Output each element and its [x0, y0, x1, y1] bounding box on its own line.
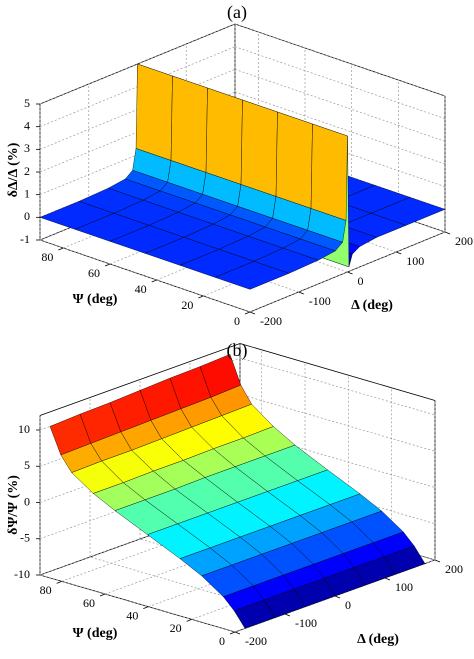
- z-tick-label: -10: [14, 567, 30, 581]
- y-tick-label: 80: [40, 583, 52, 597]
- tick-mark: [151, 279, 157, 283]
- tick-mark: [198, 295, 204, 299]
- z-tick-label: 3: [24, 141, 30, 155]
- grid-line: [39, 574, 236, 633]
- grid-line: [234, 23, 446, 97]
- surface-patch: [233, 599, 276, 629]
- z-tick-label: 0: [24, 209, 30, 223]
- z-tick-label: 5: [24, 458, 30, 472]
- grid-line: [239, 393, 436, 452]
- y-tick-label: 40: [135, 282, 147, 296]
- x-tick-label: -200: [260, 314, 282, 328]
- z-tick-label: -1: [20, 232, 30, 246]
- surface-patch: [275, 111, 313, 209]
- axis-edge: [39, 343, 241, 416]
- tick-mark: [143, 606, 149, 610]
- x-axis-label: Δ (deg): [351, 298, 393, 313]
- z-tick-label: 4: [24, 118, 30, 132]
- surface-patch: [240, 99, 278, 197]
- grid-line: [234, 91, 446, 165]
- chart-title: (b): [227, 340, 248, 361]
- x-tick-label: 200: [455, 234, 473, 248]
- tick-mark: [384, 577, 391, 581]
- tick-mark: [298, 291, 304, 295]
- grid-line: [234, 46, 446, 119]
- x-axis-label: Δ (deg): [357, 632, 399, 647]
- tick-mark: [347, 271, 353, 275]
- z-tick-label: 5: [24, 96, 30, 110]
- x-tick-label: 200: [445, 562, 463, 576]
- tick-mark: [244, 311, 251, 315]
- x-tick-label: 0: [345, 598, 351, 612]
- tick-mark: [229, 631, 236, 635]
- tick-mark: [186, 618, 192, 622]
- y-axis-label: Ψ (deg): [73, 626, 118, 641]
- surface-plot: -1 0 1 2 3 4 5 0 20 40 60 80 -200 -100 0 100 200 (a) δΔ/Δ …: [6, 2, 473, 328]
- surface-patch: [205, 87, 243, 185]
- surface-patch: [170, 75, 208, 173]
- grid-line: [239, 357, 436, 416]
- axis-edge: [239, 343, 436, 401]
- tick-mark: [334, 595, 341, 599]
- tick-mark: [396, 251, 402, 255]
- tick-mark: [58, 247, 64, 251]
- tick-mark: [234, 631, 241, 635]
- y-axis-label: Ψ (deg): [73, 292, 118, 307]
- y-tick-label: 80: [41, 250, 53, 264]
- z-tick-label: 2: [24, 164, 30, 178]
- tick-mark: [104, 263, 111, 267]
- y-tick-label: 20: [181, 298, 193, 312]
- y-tick-label: 20: [170, 621, 182, 635]
- surface-patch: [135, 63, 173, 161]
- y-tick-label: 0: [219, 634, 225, 648]
- x-tick-label: 100: [395, 580, 413, 594]
- z-axis-label: δΔ/Δ (%): [6, 142, 21, 197]
- y-tick-label: 60: [88, 266, 100, 280]
- x-tick-label: -100: [295, 616, 317, 630]
- tick-mark: [56, 580, 62, 584]
- tick-mark: [284, 613, 291, 617]
- chart-title: (a): [227, 2, 247, 23]
- x-tick-label: 100: [406, 254, 424, 268]
- y-tick-label: 0: [234, 314, 240, 328]
- z-tick-label: 0: [24, 494, 30, 508]
- y-tick-label: 40: [126, 608, 138, 622]
- x-tick-label: 0: [358, 274, 364, 288]
- z-tick-label: 1: [24, 186, 30, 200]
- grid-line: [234, 69, 446, 142]
- surface-patch: [214, 261, 290, 290]
- tick-mark: [434, 559, 441, 563]
- y-tick-label: 60: [83, 596, 95, 610]
- tick-mark: [444, 231, 451, 235]
- tick-mark: [99, 593, 106, 597]
- surface-plot: -10-50510020406080-200-1000100200(b)δΨ/Ψ…: [6, 340, 463, 648]
- grid-line: [39, 239, 251, 313]
- z-axis-label: δΨ/Ψ (%): [6, 475, 21, 535]
- x-tick-label: -200: [245, 634, 267, 648]
- x-tick-label: -100: [309, 294, 331, 308]
- surface-patch: [310, 123, 348, 221]
- z-tick-label: -5: [20, 531, 30, 545]
- z-tick-label: 10: [18, 422, 30, 436]
- tick-mark: [249, 311, 256, 315]
